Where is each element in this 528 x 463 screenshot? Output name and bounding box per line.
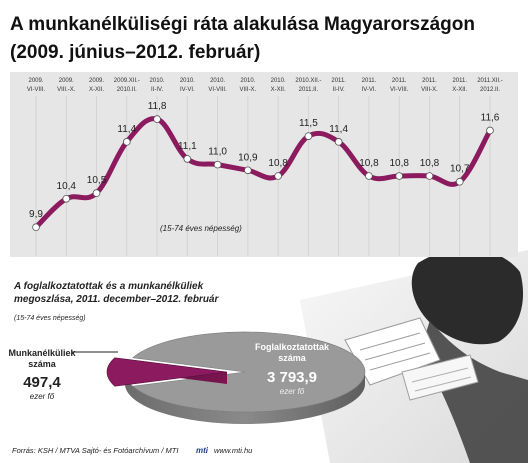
data-label: 9,9	[29, 209, 43, 220]
unemployed-label-line1: Munkanélküliek	[8, 348, 76, 358]
category-label: 2011.	[452, 78, 467, 84]
unemployed-label-line2: száma	[28, 359, 57, 369]
data-point	[123, 138, 131, 146]
head-silhouette	[411, 248, 524, 345]
data-point	[244, 166, 252, 175]
unemployed-unit: ezer fő	[30, 392, 55, 401]
data-label: 10,9	[238, 152, 258, 163]
line-series: 9,9 10,4 10,5 11,4 11,8 11,1 11,0 10,9 10,8 11,5 1…	[29, 101, 500, 232]
data-point	[304, 132, 313, 140]
employed-label-line1: Foglalkoztatottak	[255, 342, 330, 352]
line-chart-note: (15-74 éves népesség)	[160, 224, 242, 233]
data-label: 11,6	[481, 112, 500, 123]
data-label: 11,0	[208, 147, 227, 158]
unemployed-slice	[106, 357, 228, 387]
data-label: 10,8	[268, 158, 288, 169]
data-point	[274, 172, 282, 180]
category-label: VI-VIII.	[27, 87, 46, 93]
category-label: VIII-X.	[240, 87, 257, 93]
category-label: VIII.-X.	[57, 87, 76, 93]
page-subtitle: (2009. június–2012. február)	[10, 42, 260, 63]
data-label: 10,7	[450, 164, 470, 175]
category-label: X-XII.	[452, 87, 467, 93]
category-label: 2010.	[180, 78, 195, 84]
data-label: 10,8	[359, 158, 379, 169]
employed-callout: Foglalkoztatottak száma 3 793,9 ezer fő	[255, 342, 330, 396]
data-point	[153, 115, 161, 123]
data-label: 11,4	[117, 124, 136, 135]
category-label: II-IV.	[333, 87, 345, 93]
category-label: 2010.	[150, 78, 165, 84]
employed-label-line2: száma	[278, 353, 307, 363]
category-label: VIII-X.	[421, 87, 438, 93]
category-label: 2011.	[422, 78, 437, 84]
unemployed-value: 497,4	[23, 374, 61, 391]
category-label: 2010.II.	[117, 87, 137, 93]
category-label: 2010.	[210, 78, 225, 84]
data-point	[213, 160, 222, 169]
data-label: 11,5	[299, 118, 318, 129]
data-label: 10,8	[389, 158, 409, 169]
data-label: 11,4	[329, 124, 348, 135]
data-label: 11,8	[148, 101, 167, 112]
pie-title-line2: megoszlása, 2011. december–2012. február	[14, 294, 219, 305]
category-label: IV-VI.	[180, 87, 195, 93]
category-label: 2011.	[331, 78, 346, 84]
data-point	[183, 155, 192, 163]
category-label: X-XII.	[271, 87, 286, 93]
data-label: 10,5	[87, 175, 107, 186]
category-label: 2009.XII.-	[114, 78, 140, 84]
data-point	[425, 172, 434, 180]
pie-title-line1: A foglalkoztatottak és a munkanélküliek	[13, 281, 204, 292]
unemployment-rate-line	[33, 116, 493, 230]
category-label: 2012.II.	[480, 87, 500, 93]
pie-side	[125, 372, 365, 424]
category-label: 2011.	[392, 78, 407, 84]
background-photo	[300, 248, 528, 463]
category-label: 2011.	[362, 78, 377, 84]
category-label: VI-VIII.	[390, 87, 409, 93]
category-axis: 2009. VI-VIII. 2009. VIII.-X. 2009. X-XII. 200…	[27, 78, 503, 93]
category-label: 2010.XII.-	[295, 78, 321, 84]
unemployed-callout: Munkanélküliek száma 497,4 ezer fő	[8, 348, 118, 401]
data-point	[334, 138, 343, 146]
data-label: 10,4	[57, 181, 77, 192]
mti-logo: mti	[196, 446, 209, 455]
category-label: 2011.II.	[299, 87, 319, 93]
shoulder-silhouette	[420, 320, 528, 463]
source-text: Forrás: KSH / MTVA Sajtó- és Fotóarchívu…	[12, 446, 178, 455]
category-label: 2011.XII.-	[477, 78, 503, 84]
category-label: VI-VIII.	[208, 87, 227, 93]
page-title: A munkanélküliségi ráta alakulása Magyar…	[10, 14, 475, 35]
employed-unit: ezer fő	[280, 387, 305, 396]
category-label: 2010.	[240, 78, 255, 84]
category-label: 2009.	[28, 78, 43, 84]
data-point	[455, 177, 464, 186]
employed-slice	[132, 331, 366, 413]
data-point	[32, 223, 40, 232]
category-label: 2009.	[89, 78, 104, 84]
data-label: 11,1	[178, 141, 197, 152]
line-chart-panel	[10, 72, 518, 257]
data-point	[62, 194, 71, 203]
category-label: 2009.	[59, 78, 74, 84]
category-label: II-IV.	[151, 87, 163, 93]
category-label: X-XII.	[89, 87, 104, 93]
data-label: 10,8	[420, 158, 440, 169]
category-label: 2010.	[271, 78, 286, 84]
data-point	[486, 126, 494, 135]
data-point	[395, 172, 404, 180]
category-label: IV-VI.	[362, 87, 377, 93]
data-point	[92, 189, 101, 197]
pie-note: (15-74 éves népesség)	[14, 315, 86, 322]
employed-value: 3 793,9	[267, 369, 317, 386]
pie-chart	[106, 331, 366, 424]
footer-url: www.mti.hu	[214, 446, 253, 455]
data-point	[365, 172, 373, 180]
